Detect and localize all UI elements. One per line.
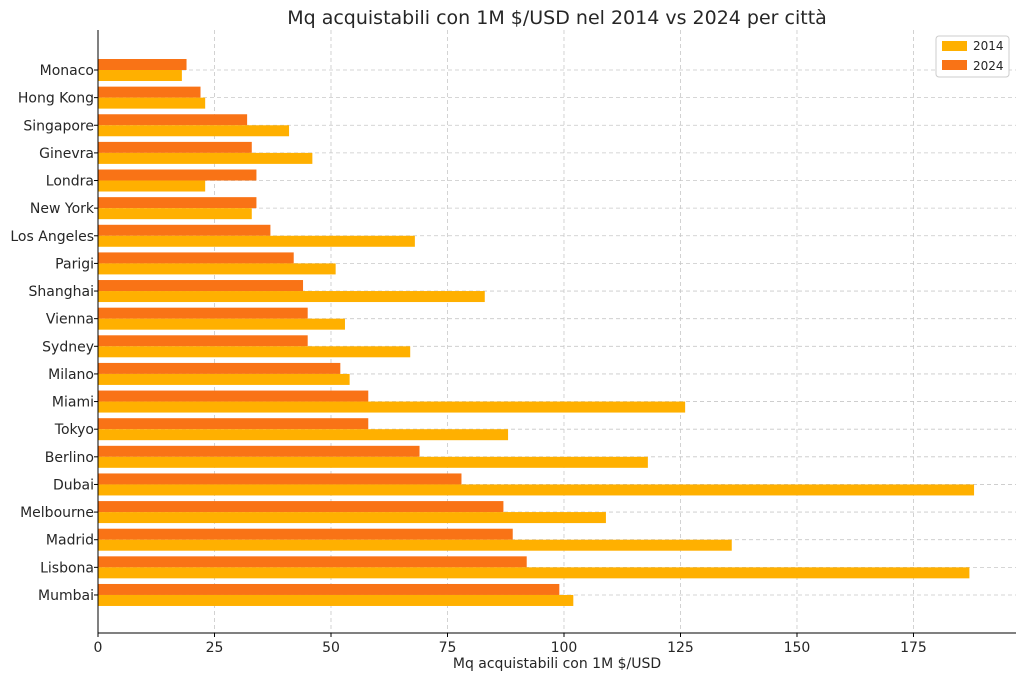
y-tick-label-parigi: Parigi: [55, 256, 94, 272]
y-tick-label-sydney: Sydney: [42, 339, 94, 355]
bar-2024-tokyo: [98, 418, 369, 430]
legend-swatch-2014: [942, 41, 967, 51]
bar-2024-londra: [98, 169, 257, 181]
bar-2014-hong-kong: [98, 97, 206, 109]
x-tick-label: 150: [784, 640, 811, 656]
bar-2024-mumbai: [98, 583, 560, 595]
y-tick-label-miami: Miami: [52, 395, 94, 411]
bar-2024-melbourne: [98, 501, 504, 513]
y-tick-label-berlino: Berlino: [45, 450, 94, 466]
legend-label-2024: 2024: [973, 59, 1004, 73]
bar-2014-lisbona: [98, 567, 970, 579]
y-tick-label-londra: Londra: [46, 174, 94, 190]
y-tick-label-singapore: Singapore: [23, 118, 94, 134]
bar-2024-dubai: [98, 473, 462, 485]
bar-2024-madrid: [98, 528, 513, 540]
bar-2024-singapore: [98, 114, 248, 126]
y-tick-label-ginevra: Ginevra: [39, 146, 94, 162]
x-tick-label: 25: [206, 640, 224, 656]
bar-2014-ginevra: [98, 152, 313, 164]
bar-2014-madrid: [98, 539, 732, 551]
bar-2024-monaco: [98, 59, 187, 70]
bar-2024-lisbona: [98, 556, 527, 568]
bar-2014-berlino: [98, 456, 648, 468]
bars: [98, 59, 975, 606]
chart-title: Mq acquistabili con 1M $/USD nel 2014 vs…: [287, 7, 827, 29]
bar-2024-miami: [98, 390, 369, 402]
bar-2014-mumbai: [98, 594, 574, 606]
x-tick-label: 175: [900, 640, 927, 656]
bar-2014-los-angeles: [98, 235, 415, 247]
y-tick-label-shanghai: Shanghai: [29, 284, 94, 300]
bar-2014-melbourne: [98, 512, 606, 524]
x-axis-label: Mq acquistabili con 1M $/USD: [453, 656, 661, 672]
bar-2014-tokyo: [98, 429, 509, 441]
x-tick-label: 100: [551, 640, 578, 656]
bar-2024-sydney: [98, 335, 308, 347]
y-tick-label-melbourne: Melbourne: [20, 505, 94, 521]
bar-2024-hong-kong: [98, 86, 201, 98]
bar-2014-vienna: [98, 318, 345, 330]
bar-2014-monaco: [98, 70, 182, 81]
y-tick-label-dubai: Dubai: [53, 477, 94, 493]
y-tick-label-milano: Milano: [48, 367, 94, 383]
legend-label-2014: 2014: [973, 39, 1004, 53]
legend-swatch-2024: [942, 60, 967, 70]
y-tick-label-tokyo: Tokyo: [54, 422, 94, 438]
bar-2014-miami: [98, 401, 686, 413]
x-tick-label: 0: [94, 640, 103, 656]
bar-2014-milano: [98, 373, 350, 385]
bar-2014-dubai: [98, 484, 975, 496]
bar-2024-los-angeles: [98, 224, 271, 236]
y-tick-label-hong-kong: Hong Kong: [18, 91, 94, 107]
bar-2014-londra: [98, 180, 206, 192]
y-tick-label-new-york: New York: [30, 201, 95, 217]
y-tick-label-mumbai: Mumbai: [38, 588, 94, 604]
y-tick-label-vienna: Vienna: [46, 312, 94, 328]
legend: 2014 2024: [935, 35, 1010, 78]
bar-2024-berlino: [98, 445, 420, 457]
bar-2024-new-york: [98, 197, 257, 209]
axes: [97, 30, 1016, 634]
bar-2014-parigi: [98, 263, 336, 275]
bar-2014-sydney: [98, 346, 411, 358]
y-tick-label-los-angeles: Los Angeles: [10, 229, 94, 245]
y-tick-label-madrid: Madrid: [46, 533, 94, 549]
bar-2014-shanghai: [98, 291, 485, 303]
bar-2024-parigi: [98, 252, 294, 264]
y-tick-label-monaco: Monaco: [40, 63, 94, 79]
bar-2024-ginevra: [98, 141, 252, 153]
x-tick-label: 75: [439, 640, 457, 656]
x-tick-label: 125: [667, 640, 694, 656]
bar-2014-new-york: [98, 208, 252, 220]
bar-2024-milano: [98, 362, 341, 374]
bar-2014-singapore: [98, 125, 290, 137]
y-tick-label-lisbona: Lisbona: [40, 560, 94, 576]
x-tick-label: 50: [322, 640, 340, 656]
ticks: 0 25 50 75 100 125 150 175 Monaco Hong Kong Singap…: [10, 63, 926, 656]
bar-2024-shanghai: [98, 280, 304, 292]
bar-2024-vienna: [98, 307, 308, 319]
